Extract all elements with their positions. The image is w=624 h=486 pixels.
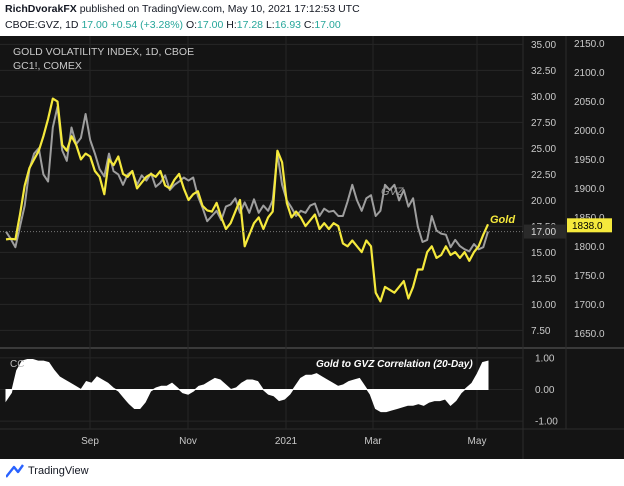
last-price: 17.00 xyxy=(81,19,108,31)
gold-axis-tick-label: 1950.0 xyxy=(574,155,605,166)
chart[interactable]: Sep Nov 2021 Mar May 35.00 32.50 30.00 27.50 25.0… xyxy=(0,36,624,459)
right-axis-tick-label: 20.00 xyxy=(531,196,556,207)
right-axis-tick-label: 15.00 xyxy=(531,248,556,259)
gvz-last-value-box xyxy=(524,224,566,239)
symbol-line: CBOE:GVZ, 1D 17.00 +0.54 (+3.28%) O:17.0… xyxy=(5,19,341,31)
gold-last-value-label: 1838.0 xyxy=(572,221,603,232)
right-axis-tick-label: 22.50 xyxy=(531,170,556,181)
author-name[interactable]: RichDvorakFX xyxy=(5,3,77,15)
x-tick-label: May xyxy=(468,436,487,447)
cc-axis-tick-label: -1.00 xyxy=(535,417,558,428)
gold-series-line xyxy=(5,97,490,303)
open-label: O: xyxy=(185,19,198,31)
gold-axis-tick-label: 1650.0 xyxy=(574,329,605,340)
low-value: 16.93 xyxy=(274,19,301,31)
gold-axis-tick-label: 1800.0 xyxy=(574,242,605,253)
footer-brand[interactable]: TradingView xyxy=(28,465,89,477)
tradingview-logo-icon[interactable] xyxy=(6,464,24,478)
x-tick-label: 2021 xyxy=(275,436,298,447)
right-axis-tick-label: 35.00 xyxy=(531,40,556,51)
gold-axis-tick-label: 1750.0 xyxy=(574,271,605,282)
cc-axis-tick-label: 1.00 xyxy=(535,353,555,364)
symbol: CBOE:GVZ, 1D xyxy=(5,19,79,31)
right-axis-tick-label: 27.50 xyxy=(531,118,556,129)
publish-line: RichDvorakFX published on TradingView.co… xyxy=(5,3,360,15)
gold-axis-tick-label: 2000.0 xyxy=(574,126,605,137)
x-tick-label: Sep xyxy=(81,436,99,447)
right-axis-tick-label: 12.50 xyxy=(531,274,556,285)
cc-series-area xyxy=(5,359,489,413)
high-label: H: xyxy=(226,19,237,31)
cc-panel-title: Gold to GVZ Correlation (20-Day) xyxy=(316,359,473,370)
gvz-annotation: GVZ xyxy=(381,186,405,198)
close-label: C: xyxy=(303,19,315,31)
publish-info: published on TradingView.com, May 10, 20… xyxy=(79,3,360,15)
low-label: L: xyxy=(265,19,275,31)
gvz-series-line xyxy=(5,105,489,253)
gold-axis-tick-label: 1900.0 xyxy=(574,184,605,195)
right-axis-tick-label: 25.00 xyxy=(531,144,556,155)
right-axis-tick-label: 32.50 xyxy=(531,66,556,77)
cc-axis-tick-label: 0.00 xyxy=(535,385,555,396)
gold-last-value-box xyxy=(567,218,612,233)
chart-subtitle: GC1!, COMEX xyxy=(13,60,82,72)
right-axis-tick-label: 10.00 xyxy=(531,300,556,311)
open-value: 17.00 xyxy=(197,19,224,31)
x-tick-label: Mar xyxy=(364,436,382,447)
gvz-last-value-label: 17.00 xyxy=(531,227,556,238)
gold-axis-tick-label: 2050.0 xyxy=(574,97,605,108)
close-value: 17.00 xyxy=(314,19,341,31)
price-change: +0.54 (+3.28%) xyxy=(110,19,184,31)
cc-panel-label: CC xyxy=(10,359,24,370)
gold-axis-tick-label: 2150.0 xyxy=(574,39,605,50)
x-tick-label: Nov xyxy=(179,436,197,447)
high-value: 17.28 xyxy=(236,19,264,31)
gold-axis-tick-label: 1700.0 xyxy=(574,300,605,311)
right-axis-tick-label: 7.50 xyxy=(531,326,551,337)
right-axis-tick-label: 30.00 xyxy=(531,92,556,103)
gold-annotation: Gold xyxy=(490,214,515,226)
gold-axis-tick-label: 2100.0 xyxy=(574,68,605,79)
footer: TradingView xyxy=(6,463,89,479)
chart-title: GOLD VOLATILITY INDEX, 1D, CBOE xyxy=(13,46,194,58)
